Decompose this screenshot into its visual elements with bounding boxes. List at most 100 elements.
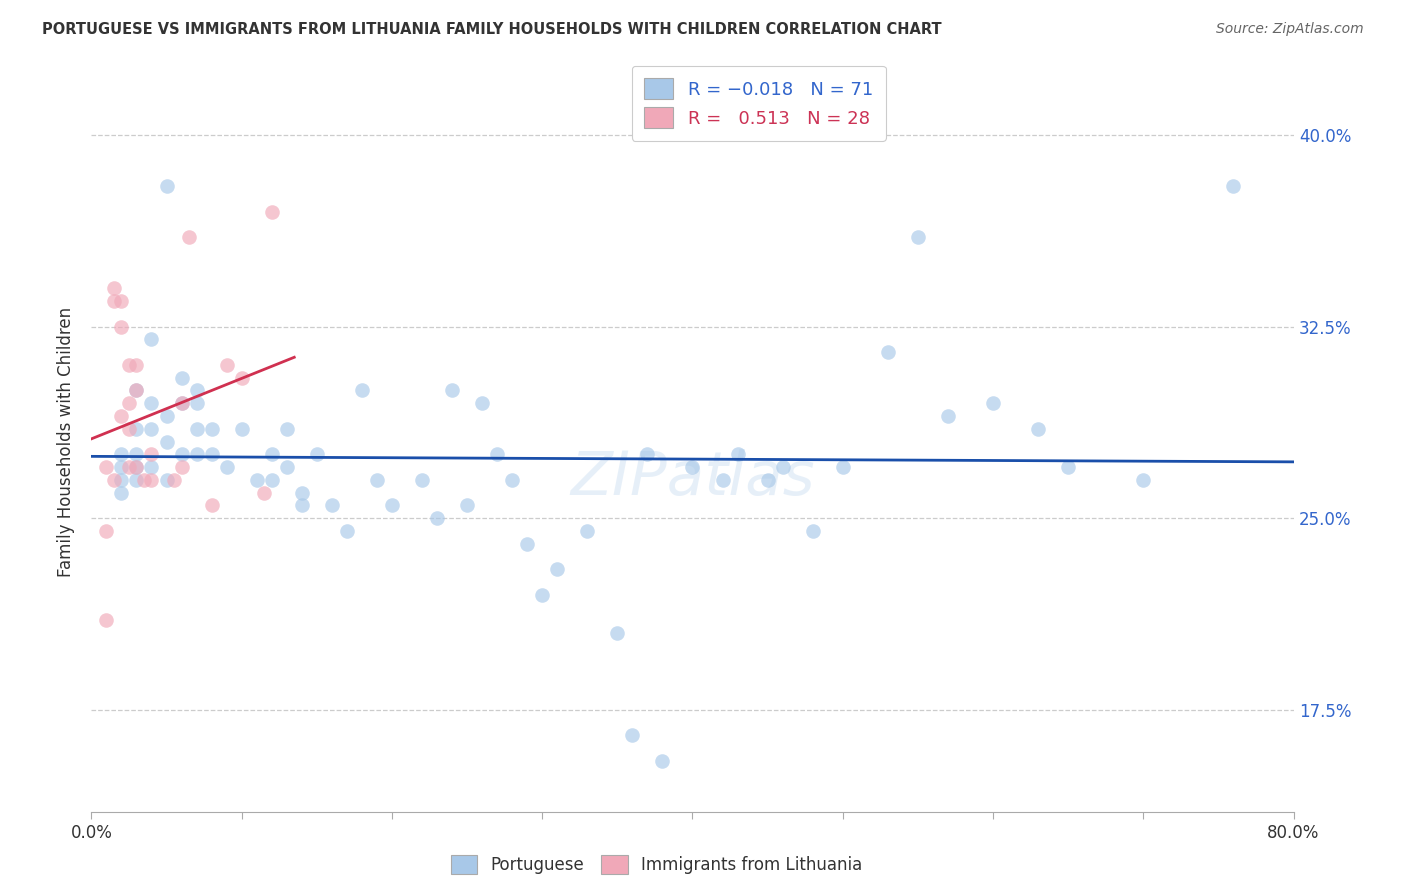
- Y-axis label: Family Households with Children: Family Households with Children: [58, 307, 76, 576]
- Point: [110, 460, 132, 475]
- Point: [1057, 460, 1080, 475]
- Point: [981, 396, 1004, 410]
- Point: [96, 524, 118, 538]
- Point: [756, 473, 779, 487]
- Point: [177, 230, 200, 244]
- Point: [336, 524, 359, 538]
- Point: [110, 294, 132, 309]
- Point: [321, 499, 343, 513]
- Point: [125, 384, 148, 398]
- Point: [831, 460, 853, 475]
- Point: [651, 754, 673, 768]
- Point: [260, 473, 283, 487]
- Point: [155, 434, 177, 449]
- Point: [253, 485, 276, 500]
- Point: [201, 499, 224, 513]
- Point: [141, 473, 163, 487]
- Point: [486, 447, 509, 461]
- Point: [1026, 422, 1049, 436]
- Point: [772, 460, 794, 475]
- Point: [155, 409, 177, 423]
- Point: [141, 447, 163, 461]
- Point: [936, 409, 959, 423]
- Point: [1222, 179, 1244, 194]
- Point: [260, 447, 283, 461]
- Point: [276, 422, 298, 436]
- Point: [291, 499, 314, 513]
- Point: [636, 447, 658, 461]
- Point: [141, 333, 163, 347]
- Point: [471, 396, 494, 410]
- Point: [110, 447, 132, 461]
- Text: ZIPatlas: ZIPatlas: [571, 449, 814, 508]
- Point: [305, 447, 328, 461]
- Point: [125, 384, 148, 398]
- Point: [141, 422, 163, 436]
- Point: [125, 460, 148, 475]
- Point: [246, 473, 269, 487]
- Point: [110, 409, 132, 423]
- Point: [606, 626, 628, 640]
- Point: [125, 473, 148, 487]
- Point: [215, 358, 238, 372]
- Point: [110, 485, 132, 500]
- Point: [350, 384, 373, 398]
- Point: [96, 460, 118, 475]
- Point: [125, 460, 148, 475]
- Point: [711, 473, 734, 487]
- Point: [141, 396, 163, 410]
- Point: [170, 370, 193, 384]
- Point: [186, 422, 208, 436]
- Point: [681, 460, 703, 475]
- Point: [110, 473, 132, 487]
- Point: [801, 524, 824, 538]
- Point: [132, 473, 155, 487]
- Point: [456, 499, 478, 513]
- Point: [546, 562, 568, 576]
- Point: [276, 460, 298, 475]
- Point: [170, 396, 193, 410]
- Point: [103, 473, 125, 487]
- Point: [118, 460, 141, 475]
- Point: [366, 473, 388, 487]
- Point: [876, 345, 898, 359]
- Point: [576, 524, 599, 538]
- Point: [141, 460, 163, 475]
- Point: [155, 179, 177, 194]
- Point: [186, 447, 208, 461]
- Point: [231, 422, 253, 436]
- Point: [125, 422, 148, 436]
- Point: [260, 204, 283, 219]
- Point: [125, 358, 148, 372]
- Point: [170, 460, 193, 475]
- Text: Source: ZipAtlas.com: Source: ZipAtlas.com: [1216, 22, 1364, 37]
- Point: [201, 447, 224, 461]
- Point: [291, 485, 314, 500]
- Point: [125, 447, 148, 461]
- Point: [96, 613, 118, 627]
- Point: [163, 473, 186, 487]
- Point: [215, 460, 238, 475]
- Point: [118, 396, 141, 410]
- Point: [426, 511, 449, 525]
- Point: [110, 319, 132, 334]
- Point: [411, 473, 433, 487]
- Point: [231, 370, 253, 384]
- Point: [621, 728, 644, 742]
- Point: [1132, 473, 1154, 487]
- Point: [155, 473, 177, 487]
- Point: [501, 473, 523, 487]
- Point: [516, 536, 538, 550]
- Text: PORTUGUESE VS IMMIGRANTS FROM LITHUANIA FAMILY HOUSEHOLDS WITH CHILDREN CORRELAT: PORTUGUESE VS IMMIGRANTS FROM LITHUANIA …: [42, 22, 942, 37]
- Point: [531, 588, 554, 602]
- Legend: Portuguese, Immigrants from Lithuania: Portuguese, Immigrants from Lithuania: [444, 848, 869, 881]
- Point: [118, 422, 141, 436]
- Point: [381, 499, 404, 513]
- Point: [170, 447, 193, 461]
- Point: [440, 384, 463, 398]
- Point: [186, 384, 208, 398]
- Point: [103, 294, 125, 309]
- Point: [727, 447, 749, 461]
- Point: [186, 396, 208, 410]
- Point: [907, 230, 929, 244]
